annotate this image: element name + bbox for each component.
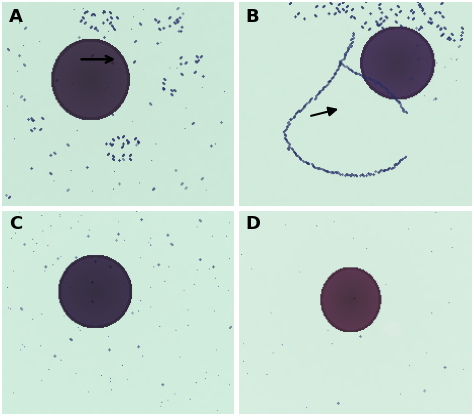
Text: D: D [246, 216, 260, 234]
Text: A: A [9, 8, 23, 26]
Text: C: C [9, 216, 23, 234]
Text: B: B [246, 8, 259, 26]
